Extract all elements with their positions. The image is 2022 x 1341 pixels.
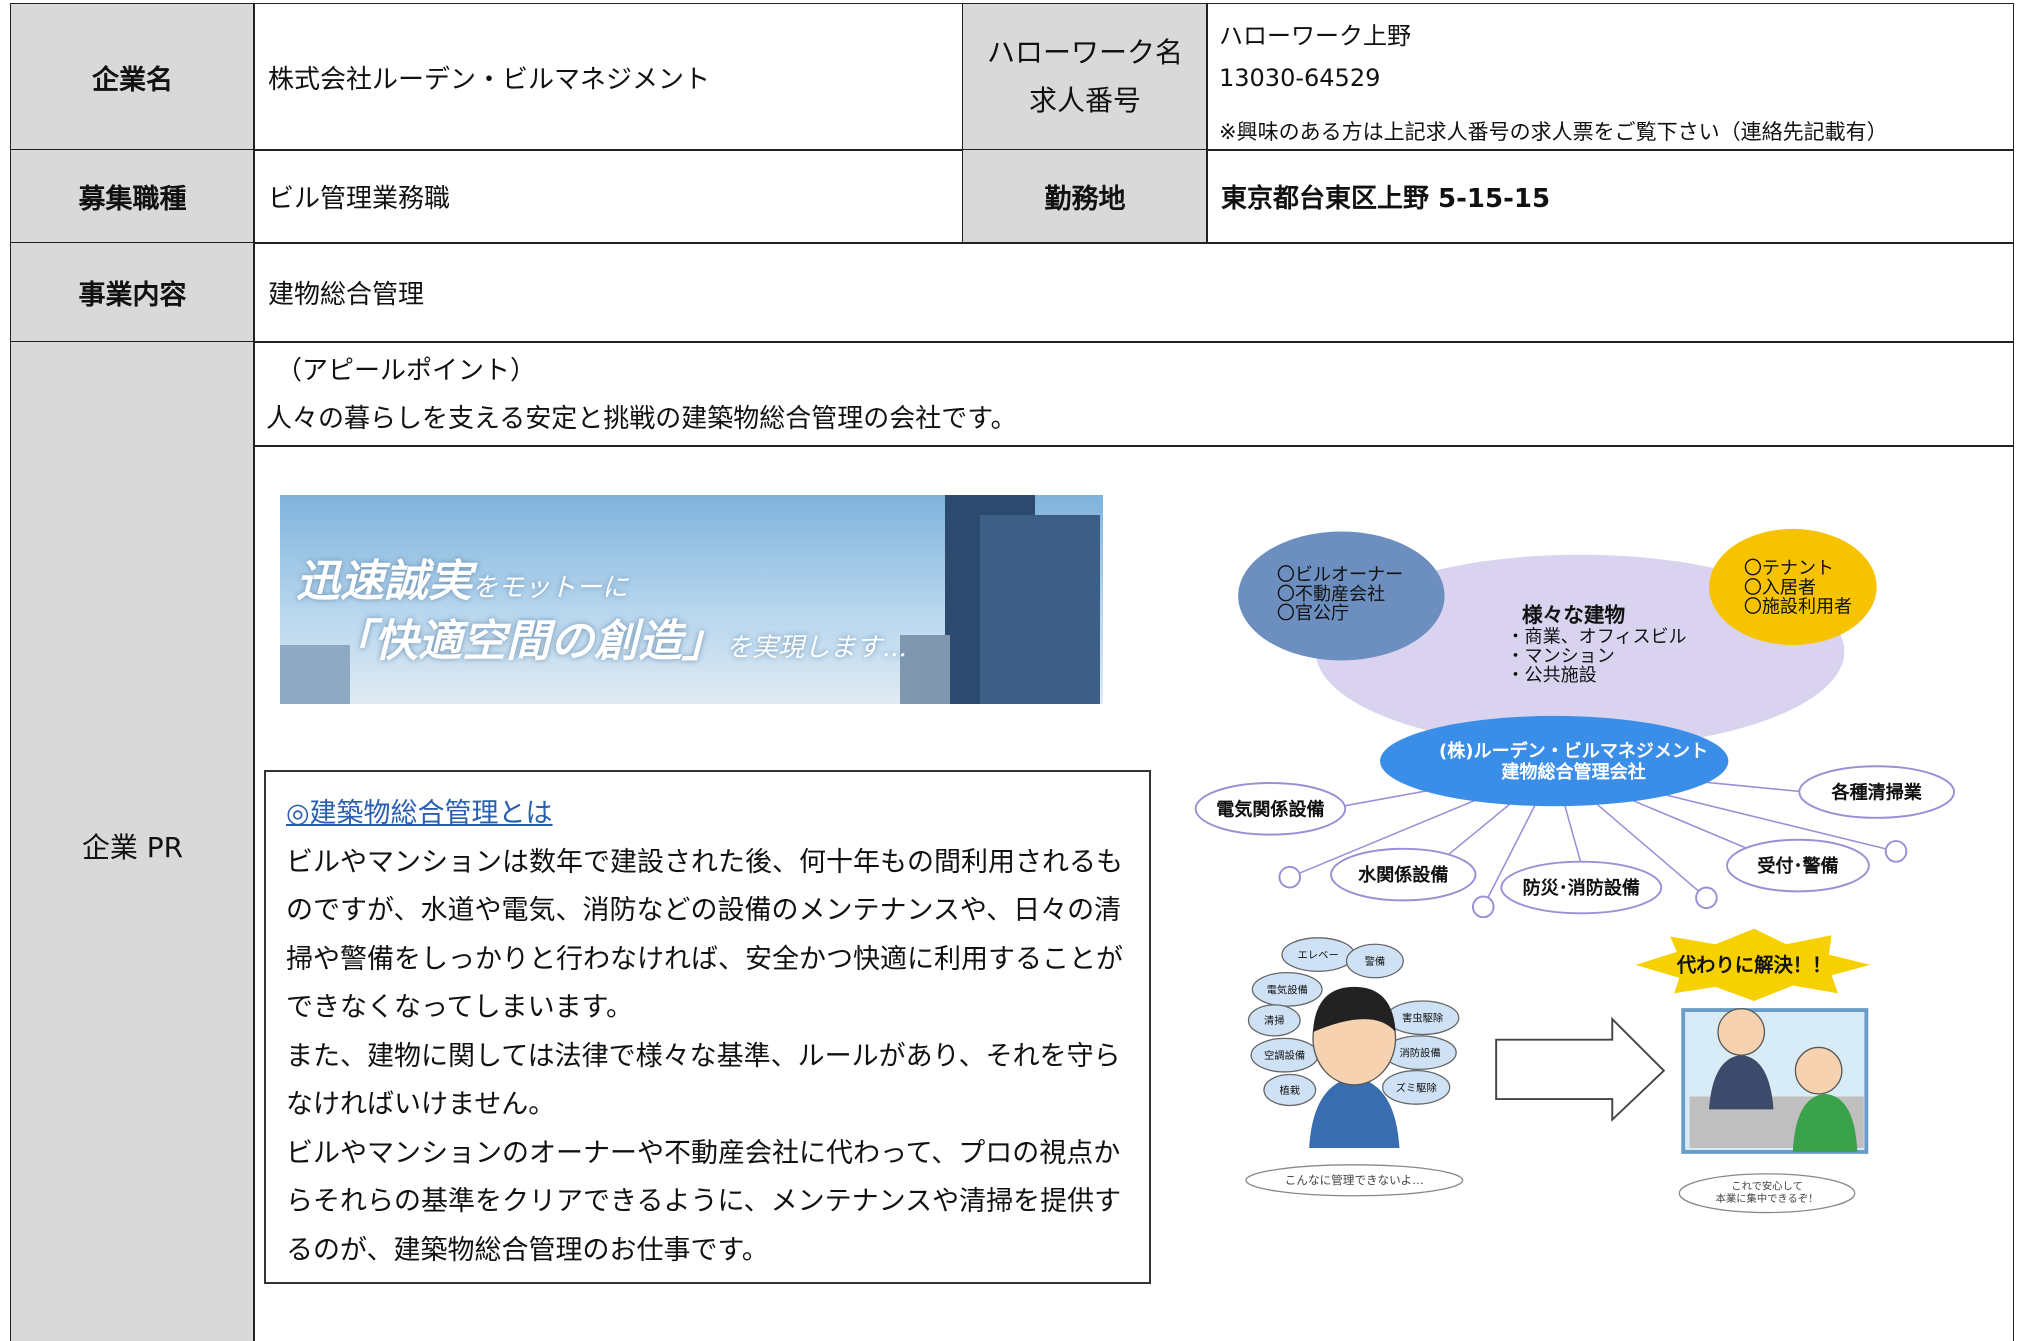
worry: 害虫駆除	[1402, 1012, 1444, 1025]
owner: 〇官公庁	[1277, 603, 1349, 624]
company-name: 株式会社ルーデン・ビルマネジメント	[268, 64, 711, 95]
solve-text: 代わりに解決！！	[1676, 953, 1832, 976]
clerk-body	[1708, 1055, 1774, 1110]
building-type: ・商業、オフィスビル	[1506, 626, 1686, 647]
label: ハローワーク名	[986, 36, 1183, 69]
paragraph: また、建物に関しては法律で様々な基準、ルールがあり、それを守らなければいけません…	[286, 1040, 1121, 1121]
hellowork-name: ハローワーク上野	[1219, 22, 1411, 50]
label: 企業 PR	[81, 831, 184, 864]
paragraph: ビルやマンションのオーナーや不動産会社に代わって、プロの視点からそれらの基準をク…	[286, 1137, 1122, 1266]
worry: 警備	[1365, 955, 1386, 968]
worry: 清掃	[1264, 1014, 1285, 1027]
buildings-title: 様々な建物	[1522, 603, 1626, 627]
worry: 植栽	[1279, 1084, 1300, 1097]
building	[900, 635, 950, 704]
service: 防災･消防設備	[1523, 877, 1640, 899]
label: 募集職種	[78, 184, 187, 215]
banner: 迅速誠実をモットーに 「快適空間の創造」を実現します...	[280, 495, 1103, 704]
banner-line: 迅速誠実をモットーに	[296, 545, 628, 609]
banner-text: をモットーに	[472, 573, 629, 603]
business: 建物総合管理	[268, 280, 425, 310]
label: 事業内容	[78, 280, 187, 311]
banner-text: を実現します...	[726, 633, 907, 663]
arrow	[1495, 1016, 1666, 1122]
owner: 〇不動産会社	[1277, 584, 1385, 605]
worry: 消防設備	[1399, 1046, 1440, 1059]
worry: エレベー	[1298, 949, 1339, 961]
worry: 電気設備	[1267, 983, 1308, 996]
speech-text: 本業に集中できるぞ！	[1716, 1192, 1819, 1205]
building	[980, 515, 1100, 704]
speech-text: こんなに管理できないよ…	[1285, 1173, 1424, 1187]
building-type: ・公共施設	[1506, 665, 1596, 686]
diagram: 〇ビルオーナー 〇不動産会社 〇官公庁 〇テナント 〇入居者 〇施設利用者 様々…	[1194, 528, 1956, 1214]
service: 各種清掃業	[1831, 781, 1923, 803]
banner-art	[280, 495, 1100, 704]
burst	[1635, 928, 1871, 1002]
worry-bubbles	[1247, 937, 1460, 1107]
speech	[1245, 1164, 1464, 1197]
speech-text: これで安心して	[1731, 1179, 1802, 1192]
tenants-ellipse	[1708, 528, 1877, 645]
address: 東京都台東区上野 5-15-15	[1221, 184, 1551, 214]
service: 受付･警備	[1757, 855, 1838, 877]
person-hair	[1312, 986, 1396, 1032]
person-body	[1309, 1077, 1400, 1149]
banner-line: 「快適空間の創造」を実現します...	[330, 605, 907, 669]
owner: 〇ビルオーナー	[1277, 564, 1403, 585]
service-ellipses	[1194, 765, 1956, 915]
center-label: (株)ルーデン・ビルマネジメント	[1439, 740, 1708, 762]
center-label: 建物総合管理会社	[1501, 761, 1645, 783]
label: 企業名	[92, 64, 173, 96]
label-cell: 事業内容	[10, 242, 255, 343]
nodes	[1278, 840, 1908, 919]
label-cell: 企業 PR	[10, 341, 255, 1341]
worry: 空調設備	[1264, 1049, 1305, 1062]
job-title: ビル管理業務職	[268, 184, 451, 214]
clerk-head	[1717, 1008, 1766, 1056]
client-body	[1792, 1093, 1858, 1152]
pr-cell	[253, 445, 2014, 1341]
tenant: 〇入居者	[1744, 577, 1816, 598]
service: 水関係設備	[1358, 864, 1448, 886]
owners-ellipse	[1238, 531, 1445, 661]
banner-text: 迅速誠実	[296, 556, 472, 607]
note: ※興味のある方は上記求人番号の求人票をご覧下さい（連絡先記載有）	[1219, 120, 1888, 144]
appeal-heading: （アピールポイント）	[276, 356, 537, 386]
label-cell: 企業名	[10, 3, 255, 151]
text-box: ◎建築物総合管理とは ビルやマンションは数年で建設された後、何十年もの間利用され…	[264, 770, 1151, 1284]
service: 電気関係設備	[1216, 798, 1324, 820]
banner-text: 「快適空間の創造」	[330, 616, 726, 667]
appeal: 人々の暮らしを支える安定と挑戦の建築物総合管理の会社です。	[266, 404, 1017, 434]
appeal-cell: （アピールポイント） 人々の暮らしを支える安定と挑戦の建築物総合管理の会社です。	[253, 341, 2014, 447]
center-ellipse	[1380, 715, 1729, 807]
label-cell: ハローワーク名 求人番号	[962, 3, 1208, 151]
box-heading: ◎建築物総合管理とは	[286, 798, 553, 829]
value-cell: 株式会社ルーデン・ビルマネジメント	[253, 3, 964, 151]
tenant: 〇テナント	[1744, 558, 1834, 579]
job-number: 13030-64529	[1219, 64, 1381, 92]
building-type: ・マンション	[1506, 646, 1614, 667]
tenant: 〇施設利用者	[1744, 597, 1852, 618]
worry: ズミ駆除	[1396, 1081, 1438, 1094]
value-cell: 東京都台東区上野 5-15-15	[1206, 149, 2014, 244]
label: 求人番号	[1028, 84, 1141, 117]
client-head	[1794, 1046, 1843, 1095]
value-cell: ハローワーク上野 13030-64529 ※興味のある方は上記求人番号の求人票を…	[1206, 3, 2014, 151]
value-cell: 建物総合管理	[253, 242, 2014, 343]
label: 勤務地	[1044, 184, 1126, 215]
label-cell: 募集職種	[10, 149, 255, 244]
speech	[1678, 1173, 1856, 1214]
building	[280, 645, 350, 704]
label-cell: 勤務地	[962, 149, 1208, 244]
buildings-ellipse	[1315, 554, 1845, 749]
paragraph: ビルやマンションは数年で建設された後、何十年もの間利用されるものですが、水道や電…	[286, 846, 1123, 1024]
value-cell: ビル管理業務職	[253, 149, 964, 244]
